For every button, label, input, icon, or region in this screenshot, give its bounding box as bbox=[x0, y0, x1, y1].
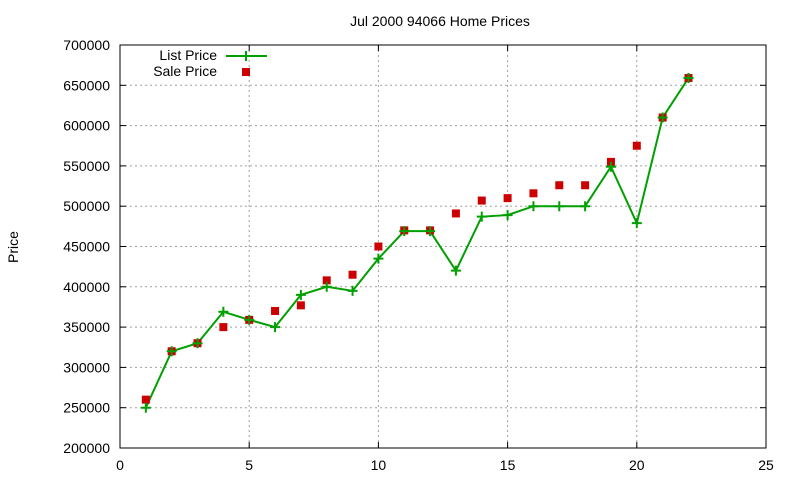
list-price-point bbox=[502, 210, 513, 221]
list-price-point bbox=[683, 73, 694, 84]
list-price-point bbox=[347, 285, 358, 296]
list-price-point bbox=[166, 346, 177, 357]
list-price-line bbox=[144, 77, 690, 409]
sale-price-point bbox=[271, 306, 280, 315]
list-price-point bbox=[528, 201, 539, 212]
y-axis-label: Price bbox=[5, 231, 21, 263]
list-price-point bbox=[373, 253, 384, 264]
y-tick-label: 200000 bbox=[63, 440, 110, 456]
sale-price-point bbox=[348, 270, 357, 279]
list-price-point bbox=[605, 161, 616, 172]
y-tick-label: 700000 bbox=[63, 37, 110, 53]
sale-price-point bbox=[374, 242, 383, 251]
ticks: 0 5 10 15 20 25 200000 250000 300000 350000 400000… bbox=[63, 37, 774, 473]
sale-price-point bbox=[296, 301, 305, 310]
y-tick-label: 300000 bbox=[63, 359, 110, 375]
sale-price-point bbox=[555, 181, 564, 190]
y-tick-label: 550000 bbox=[63, 158, 110, 174]
list-price-point bbox=[140, 402, 151, 413]
chart-title: Jul 2000 94066 Home Prices bbox=[350, 13, 530, 29]
sale-price-point bbox=[529, 189, 538, 198]
grid bbox=[120, 45, 766, 448]
y-tick-label: 400000 bbox=[63, 279, 110, 295]
y-tick-label: 450000 bbox=[63, 239, 110, 255]
list-price-point bbox=[476, 211, 487, 222]
x-tick-label: 20 bbox=[629, 457, 645, 473]
list-price-point bbox=[399, 226, 410, 237]
list-price-point bbox=[580, 201, 591, 212]
series bbox=[140, 73, 694, 413]
y-tick-label: 650000 bbox=[63, 77, 110, 93]
list-price-point bbox=[450, 265, 461, 276]
list-price-point bbox=[295, 289, 306, 300]
y-tick-label: 350000 bbox=[63, 319, 110, 335]
list-price-point bbox=[631, 218, 642, 229]
x-tick-label: 0 bbox=[116, 457, 124, 473]
list-price-point bbox=[218, 306, 229, 317]
legend-label-sale-price: Sale Price bbox=[153, 63, 217, 79]
sale-price-point bbox=[451, 209, 460, 218]
list-price-point bbox=[192, 338, 203, 349]
sale-price-point bbox=[632, 141, 641, 150]
legend-marker-list-price bbox=[241, 51, 251, 61]
list-price-point bbox=[244, 314, 255, 325]
sale-price-point bbox=[219, 323, 228, 332]
x-tick-label: 15 bbox=[500, 457, 516, 473]
sale-price-point bbox=[141, 395, 150, 404]
list-price-point bbox=[270, 322, 281, 333]
legend-label-list-price: List Price bbox=[159, 47, 217, 63]
list-price-point bbox=[321, 281, 332, 292]
list-price-point bbox=[425, 226, 436, 237]
list-price-point bbox=[554, 201, 565, 212]
sale-price-point bbox=[477, 196, 486, 205]
y-tick-label: 500000 bbox=[63, 198, 110, 214]
sale-price-point bbox=[581, 181, 590, 190]
sale-price-point bbox=[503, 194, 512, 203]
list-price-point bbox=[657, 112, 668, 123]
x-tick-label: 10 bbox=[371, 457, 387, 473]
sale-price-point bbox=[322, 276, 331, 285]
x-tick-label: 25 bbox=[758, 457, 774, 473]
legend: List Price Sale Price bbox=[153, 47, 267, 79]
y-tick-label: 250000 bbox=[63, 400, 110, 416]
legend-marker-sale-price bbox=[242, 68, 250, 76]
y-tick-label: 600000 bbox=[63, 118, 110, 134]
x-tick-label: 5 bbox=[245, 457, 253, 473]
